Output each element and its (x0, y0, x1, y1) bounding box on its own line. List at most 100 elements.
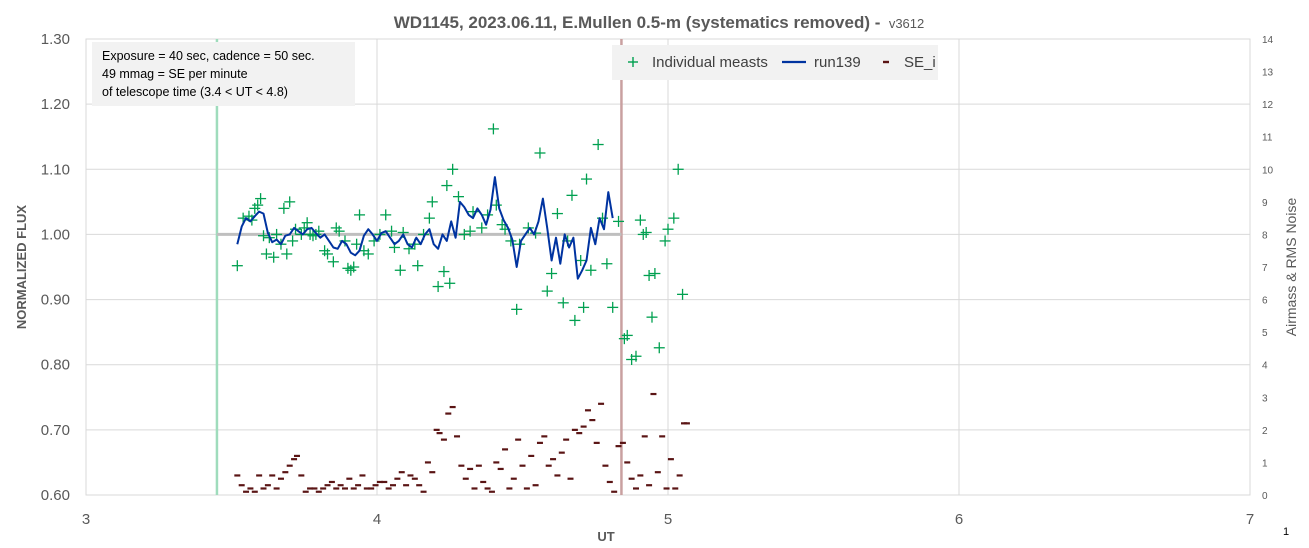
measurement-point (592, 139, 604, 151)
measurement-point (351, 238, 363, 250)
annotation-box: Exposure = 40 sec, cadence = 50 sec. 49 … (92, 42, 355, 106)
y2-tick-label: 9 (1262, 198, 1268, 209)
y2-tick-label: 5 (1262, 328, 1268, 339)
measurement-point (452, 191, 464, 203)
measurement-point (348, 261, 360, 273)
chart-version: v3612 (889, 16, 924, 31)
measurement-point (643, 269, 655, 281)
measurement-point (578, 301, 590, 313)
y2-tick-label: 4 (1262, 361, 1268, 372)
measurement-point (649, 268, 661, 280)
y-tick-label: 0.70 (41, 422, 70, 439)
y-axis-label: NORMALIZED FLUX (14, 205, 29, 330)
measurement-point (557, 297, 569, 309)
annotation-line-3: of telescope time (3.4 < UT < 4.8) (102, 85, 288, 99)
grid (85, 38, 1251, 496)
y2-tick-label: 6 (1262, 296, 1268, 307)
legend-symbol-individual-measts (628, 57, 638, 67)
y2-tick-label: 0 (1262, 491, 1268, 502)
measurement-point (653, 342, 665, 354)
measurement-point (601, 258, 613, 270)
measurement-point (271, 228, 283, 240)
annotation-line-2: 49 mmag = SE per minute (102, 67, 248, 81)
measurement-point (659, 235, 671, 247)
measurement-point (487, 123, 499, 135)
annotation-line-1: Exposure = 40 sec, cadence = 50 sec. (102, 49, 315, 63)
measurement-point (260, 248, 272, 260)
y2-tick-label: 14 (1262, 35, 1274, 46)
x-tick-label: 4 (373, 511, 381, 528)
y2-tick-label: 12 (1262, 100, 1274, 111)
measurement-point (585, 264, 597, 276)
measurement-point (672, 163, 684, 175)
svg-text:WD1145, 2023.06.11, E.Mullen 0: WD1145, 2023.06.11, E.Mullen 0.5-m (syst… (394, 13, 925, 32)
x-tick-label: 7 (1246, 511, 1254, 528)
measurement-point (640, 226, 652, 238)
measurement-point (569, 314, 581, 326)
y2-tick-label: 10 (1262, 165, 1274, 176)
measurement-point (441, 180, 453, 192)
measurement-point (668, 212, 680, 224)
x-axis-label: UT (597, 529, 614, 544)
measurement-point (327, 256, 339, 268)
y2-tick-label: 3 (1262, 393, 1268, 404)
y2-tick-label: 1 (1262, 458, 1268, 469)
legend: Individual measts run139 SE_i (612, 45, 938, 80)
y2-tick-label: 13 (1262, 68, 1274, 79)
measurement-point (458, 228, 470, 240)
y-tick-label: 1.30 (41, 31, 70, 48)
measurement-point (258, 230, 270, 242)
measurement-point (637, 228, 649, 240)
legend-label-individual-measts: Individual measts (652, 54, 768, 71)
measurement-point (511, 303, 523, 315)
axis-ticks: 0.600.700.800.901.001.101.201.303 4 5 6 7012… (41, 31, 1274, 528)
measurement-point (541, 285, 553, 297)
series-se-i (234, 392, 690, 493)
y-tick-label: 0.60 (41, 487, 70, 504)
y2-tick-label: 11 (1262, 133, 1273, 144)
measurement-point (551, 208, 563, 220)
y2-tick-label: 2 (1262, 426, 1268, 437)
measurement-point (354, 209, 366, 221)
measurement-point (412, 260, 424, 272)
y2-tick-label: 7 (1262, 263, 1268, 274)
y-tick-label: 0.80 (41, 357, 70, 374)
measurement-point (301, 217, 313, 229)
measurement-point (444, 277, 456, 289)
measurement-point (423, 212, 435, 224)
measurement-point (677, 288, 689, 300)
series-run139 (236, 176, 614, 280)
x-tick-label: 6 (955, 511, 963, 528)
y2-axis-label: Airmass & RMS Noise (1283, 198, 1299, 337)
x-tick-label: 3 (82, 511, 90, 528)
measurement-point (342, 262, 354, 274)
measurement-point (307, 230, 319, 242)
measurement-point (581, 173, 593, 185)
measurement-point (621, 329, 633, 341)
measurement-point (231, 260, 243, 272)
measurement-point (646, 311, 658, 323)
measurement-point (281, 248, 293, 260)
measurement-point (333, 225, 345, 237)
measurement-point (394, 264, 406, 276)
legend-label-run139: run139 (814, 54, 861, 71)
measurement-point (432, 281, 444, 293)
measurement-point (362, 248, 374, 260)
measurement-point (380, 209, 392, 221)
measurement-point (613, 215, 625, 227)
measurement-point (426, 196, 438, 208)
annotation-background (92, 42, 355, 106)
measurement-point (287, 235, 299, 247)
measurement-point (607, 301, 619, 313)
measurement-point (534, 147, 546, 159)
measurement-point (476, 222, 488, 234)
measurement-point (464, 225, 476, 237)
measurement-point (546, 268, 558, 280)
y-tick-label: 1.10 (41, 161, 70, 178)
measurement-point (662, 223, 674, 235)
chart-title: WD1145, 2023.06.11, E.Mullen 0.5-m (syst… (394, 13, 881, 32)
x-tick-label: 5 (664, 511, 672, 528)
measurement-point (278, 202, 290, 214)
measurement-point (438, 266, 450, 278)
